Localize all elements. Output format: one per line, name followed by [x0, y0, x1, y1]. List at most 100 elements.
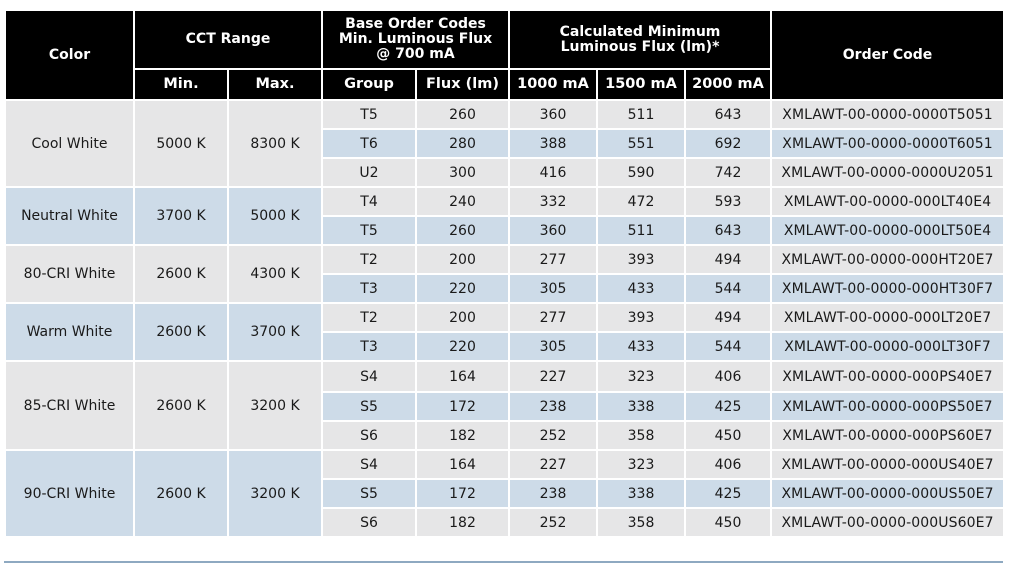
flux-cell: 182 — [415, 507, 510, 538]
flux-2000ma-cell: 494 — [683, 244, 773, 275]
flux-1000ma-cell: 252 — [508, 507, 598, 538]
group-cell: T2 — [321, 244, 417, 275]
flux-1000ma-cell: 277 — [508, 302, 598, 333]
order-code-cell: XMLAWT-00-0000-000US40E7 — [770, 449, 1006, 480]
table-row: Cool White 5000 K 8300 K T5 260 360 511 643 XMLA… — [4, 99, 1006, 188]
order-code-cell: XMLAWT-00-0000-000US50E7 — [770, 478, 1006, 509]
flux-1500ma-cell: 358 — [596, 507, 686, 538]
table-row: Warm White 2600 K 3700 K T2 200 277 393 494 XMLA… — [4, 302, 1006, 362]
order-code-cell: XMLAWT-00-0000-000LT50E4 — [770, 215, 1006, 246]
flux-1000ma-cell: 238 — [508, 391, 598, 422]
table-row: T3 220 305 433 544 XMLAWT-00-0000-000HT30F7 — [5, 273, 1006, 304]
group-cell: S5 — [321, 391, 417, 422]
group-cell: S4 — [321, 449, 417, 480]
cct-min-cell: 2600 K — [133, 449, 229, 538]
flux-cell: 260 — [415, 215, 510, 246]
flux-cell: 220 — [415, 273, 510, 304]
flux-2000ma-cell: 425 — [683, 478, 773, 509]
header-base-order-codes: Base Order Codes Min. Luminous Flux @ 70… — [321, 9, 510, 70]
flux-1500ma-cell: 393 — [596, 302, 686, 333]
flux-cell: 172 — [415, 391, 510, 422]
group-cell: S6 — [321, 507, 417, 538]
flux-cell: 220 — [415, 331, 510, 362]
flux-1500ma-cell: 511 — [596, 99, 686, 130]
group-cell: T6 — [321, 128, 417, 159]
flux-1500ma-cell: 511 — [596, 215, 686, 246]
color-cell: Cool White — [4, 99, 135, 188]
order-code-cell: XMLAWT-00-0000-0000T5051 — [770, 99, 1006, 130]
order-code-cell: XMLAWT-00-0000-000HT30F7 — [770, 273, 1006, 304]
group-cell: S4 — [321, 360, 417, 393]
order-code-cell: XMLAWT-00-0000-000US60E7 — [770, 507, 1006, 538]
order-code-cell: XMLAWT-00-0000-000LT20E7 — [770, 302, 1006, 333]
table-row: T3 220 305 433 544 XMLAWT-00-0000-000LT30F7 — [5, 331, 1006, 362]
group-cell: T3 — [321, 331, 417, 362]
color-cell: 90-CRI White — [4, 449, 135, 538]
header-group: Group — [321, 68, 417, 101]
group-cell: S6 — [321, 420, 417, 451]
cct-max-cell: 5000 K — [227, 186, 323, 246]
flux-2000ma-cell: 450 — [683, 420, 773, 451]
flux-2000ma-cell: 425 — [683, 391, 773, 422]
flux-1000ma-cell: 238 — [508, 478, 598, 509]
group-cell: T3 — [321, 273, 417, 304]
cct-max-cell: 3700 K — [227, 302, 323, 362]
flux-1000ma-cell: 416 — [508, 157, 598, 188]
flux-1000ma-cell: 277 — [508, 244, 598, 275]
flux-1500ma-cell: 323 — [596, 449, 686, 480]
order-code-cell: XMLAWT-00-0000-000LT30F7 — [770, 331, 1006, 362]
color-cell: Neutral White — [4, 186, 135, 246]
flux-1000ma-cell: 227 — [508, 360, 598, 393]
order-code-cell: XMLAWT-00-0000-000PS60E7 — [770, 420, 1006, 451]
order-code-cell: XMLAWT-00-0000-000PS40E7 — [770, 360, 1006, 393]
table-row: S6 182 252 358 450 XMLAWT-00-0000-000PS60E7 — [5, 420, 1006, 451]
flux-1000ma-cell: 305 — [508, 273, 598, 304]
flux-2000ma-cell: 742 — [683, 157, 773, 188]
table-row: 90-CRI White 2600 K 3200 K S4 164 227 323 406 XM… — [4, 449, 1006, 538]
flux-2000ma-cell: 544 — [683, 331, 773, 362]
flux-1000ma-cell: 332 — [508, 186, 598, 217]
flux-1500ma-cell: 590 — [596, 157, 686, 188]
flux-1500ma-cell: 393 — [596, 244, 686, 275]
led-order-code-table: Color CCT Range Base Order Codes Min. Lu… — [4, 9, 1006, 538]
flux-1500ma-cell: 472 — [596, 186, 686, 217]
table-row: 85-CRI White 2600 K 3200 K S4 164 227 323 406 XM… — [4, 360, 1006, 451]
color-cell: 85-CRI White — [4, 360, 135, 451]
flux-cell: 164 — [415, 449, 510, 480]
table-row: S5 172 238 338 425 XMLAWT-00-0000-000US50E7 — [5, 478, 1006, 509]
cct-min-cell: 5000 K — [133, 99, 229, 188]
flux-2000ma-cell: 494 — [683, 302, 773, 333]
header-min: Min. — [133, 68, 229, 101]
table-row: Neutral White 3700 K 5000 K T4 240 332 472 593 X… — [4, 186, 1006, 246]
group-cell: T5 — [321, 99, 417, 130]
flux-1500ma-cell: 433 — [596, 331, 686, 362]
order-code-cell: XMLAWT-00-0000-0000T6051 — [770, 128, 1006, 159]
header-flux: Flux (lm) — [415, 68, 510, 101]
flux-2000ma-cell: 406 — [683, 360, 773, 393]
cct-min-cell: 2600 K — [133, 302, 229, 362]
flux-1500ma-cell: 433 — [596, 273, 686, 304]
flux-cell: 200 — [415, 244, 510, 275]
flux-1000ma-cell: 305 — [508, 331, 598, 362]
flux-cell: 200 — [415, 302, 510, 333]
bottom-rule — [4, 561, 1003, 563]
group-cell: S5 — [321, 478, 417, 509]
flux-1000ma-cell: 388 — [508, 128, 598, 159]
header-color: Color — [4, 9, 135, 101]
flux-2000ma-cell: 643 — [683, 215, 773, 246]
flux-2000ma-cell: 544 — [683, 273, 773, 304]
flux-1000ma-cell: 360 — [508, 99, 598, 130]
header-order-code: Order Code — [770, 9, 1006, 101]
header-cct-range: CCT Range — [133, 9, 323, 70]
flux-1000ma-cell: 227 — [508, 449, 598, 480]
flux-2000ma-cell: 692 — [683, 128, 773, 159]
header-2000ma: 2000 mA — [683, 68, 773, 101]
table-row: S5 172 238 338 425 XMLAWT-00-0000-000PS50E7 — [5, 391, 1006, 422]
flux-2000ma-cell: 406 — [683, 449, 773, 480]
table-row: U2 300 416 590 742 XMLAWT-00-0000-0000U2051 — [5, 157, 1006, 188]
cct-min-cell: 3700 K — [133, 186, 229, 246]
order-code-cell: XMLAWT-00-0000-000LT40E4 — [770, 186, 1006, 217]
flux-cell: 260 — [415, 99, 510, 130]
flux-cell: 164 — [415, 360, 510, 393]
